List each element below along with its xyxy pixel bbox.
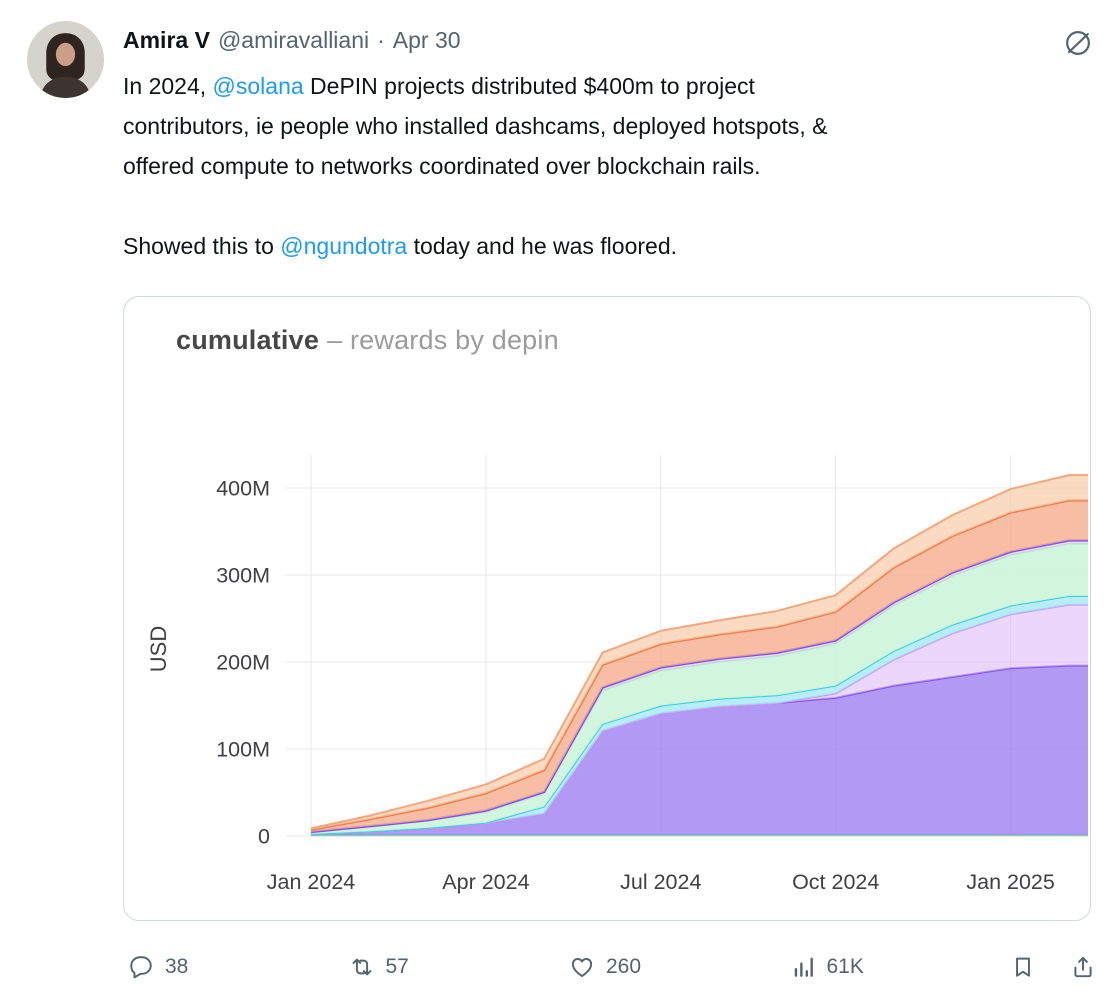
- area-mint-green: [311, 543, 1088, 834]
- tweet-text: DePIN projects distributed $400m to proj…: [303, 73, 755, 99]
- area-orange: [311, 500, 1088, 832]
- x-tick-label: Jan 2025: [966, 870, 1055, 894]
- x-tick-label: Jul 2024: [620, 870, 701, 894]
- tweet-text: In 2024,: [123, 73, 213, 99]
- tweet-body: In 2024, @solana DePIN projects distribu…: [123, 66, 1103, 266]
- chart-title: cumulative – rewards by depin: [176, 325, 559, 356]
- action-bar: 38 57 260: [128, 942, 1096, 992]
- tweet-header: Amira V @amiravalliani · Apr 30: [123, 27, 461, 54]
- chart-svg: 0 100M 200M 300M 400M Jan 2024 Apr 2024 Jul 202…: [146, 455, 1088, 895]
- repost-button[interactable]: 57: [349, 954, 409, 980]
- y-tick-label: 100M: [216, 738, 270, 762]
- mention-link[interactable]: @ngundotra: [280, 233, 408, 259]
- author-name[interactable]: Amira V: [123, 27, 210, 53]
- y-tick-label: 200M: [216, 651, 270, 675]
- grok-icon: [1066, 31, 1090, 55]
- mention-link[interactable]: @solana: [212, 73, 304, 99]
- x-tick-label: Oct 2024: [792, 870, 879, 894]
- chart-card[interactable]: 0 100M 200M 300M 400M Jan 2024 Apr 2024 Jul 202…: [123, 296, 1091, 921]
- area-lavender: [311, 604, 1088, 835]
- tweet-text: contributors, ie people who installed da…: [123, 113, 828, 139]
- avatar-image: [27, 21, 104, 98]
- reply-count: 38: [165, 955, 189, 978]
- tweet-text: offered compute to networks coordinated …: [123, 153, 761, 179]
- chart-axis-labels: 0 100M 200M 300M 400M Jan 2024 Apr 2024 Jul 202…: [146, 477, 1055, 895]
- reply-icon: [130, 956, 152, 979]
- tweet-text: today and he was floored.: [407, 233, 678, 259]
- repost-count: 57: [385, 955, 409, 978]
- avatar[interactable]: [27, 21, 104, 98]
- area-cyan: [311, 596, 1088, 835]
- author-handle[interactable]: @amiravalliani: [217, 27, 370, 53]
- views-count: 61K: [826, 955, 864, 978]
- y-tick-label: 300M: [216, 564, 270, 588]
- share-icon: [1074, 956, 1092, 978]
- bookmark-button[interactable]: [1010, 954, 1036, 980]
- tweet-date[interactable]: Apr 30: [392, 27, 461, 53]
- chart-title-main: cumulative: [176, 325, 320, 355]
- like-button[interactable]: 260: [569, 954, 641, 980]
- y-tick-label: 400M: [216, 477, 270, 501]
- bookmark-icon: [1016, 957, 1030, 977]
- repost-icon: [352, 958, 371, 976]
- y-axis-title: USD: [146, 626, 171, 672]
- x-tick-label: Apr 2024: [442, 870, 529, 894]
- reply-button[interactable]: 38: [128, 954, 188, 980]
- grok-actions-button[interactable]: [1063, 28, 1093, 58]
- area-light-orange: [311, 475, 1088, 830]
- x-tick-label: Jan 2024: [267, 870, 356, 894]
- tweet-text: Showed this to: [123, 233, 281, 259]
- chart-title-sub: – rewards by depin: [327, 325, 559, 355]
- chart-areas: [310, 474, 1088, 837]
- share-button[interactable]: [1070, 954, 1096, 980]
- like-count: 260: [606, 955, 642, 978]
- separator-dot: ·: [377, 27, 385, 53]
- y-tick-label: 0: [258, 825, 270, 849]
- line-light-orange: [310, 474, 1088, 830]
- heart-icon: [571, 958, 593, 977]
- views-bars-icon: [794, 957, 813, 977]
- views-button[interactable]: 61K: [790, 954, 864, 980]
- area-main-purple: [311, 665, 1088, 836]
